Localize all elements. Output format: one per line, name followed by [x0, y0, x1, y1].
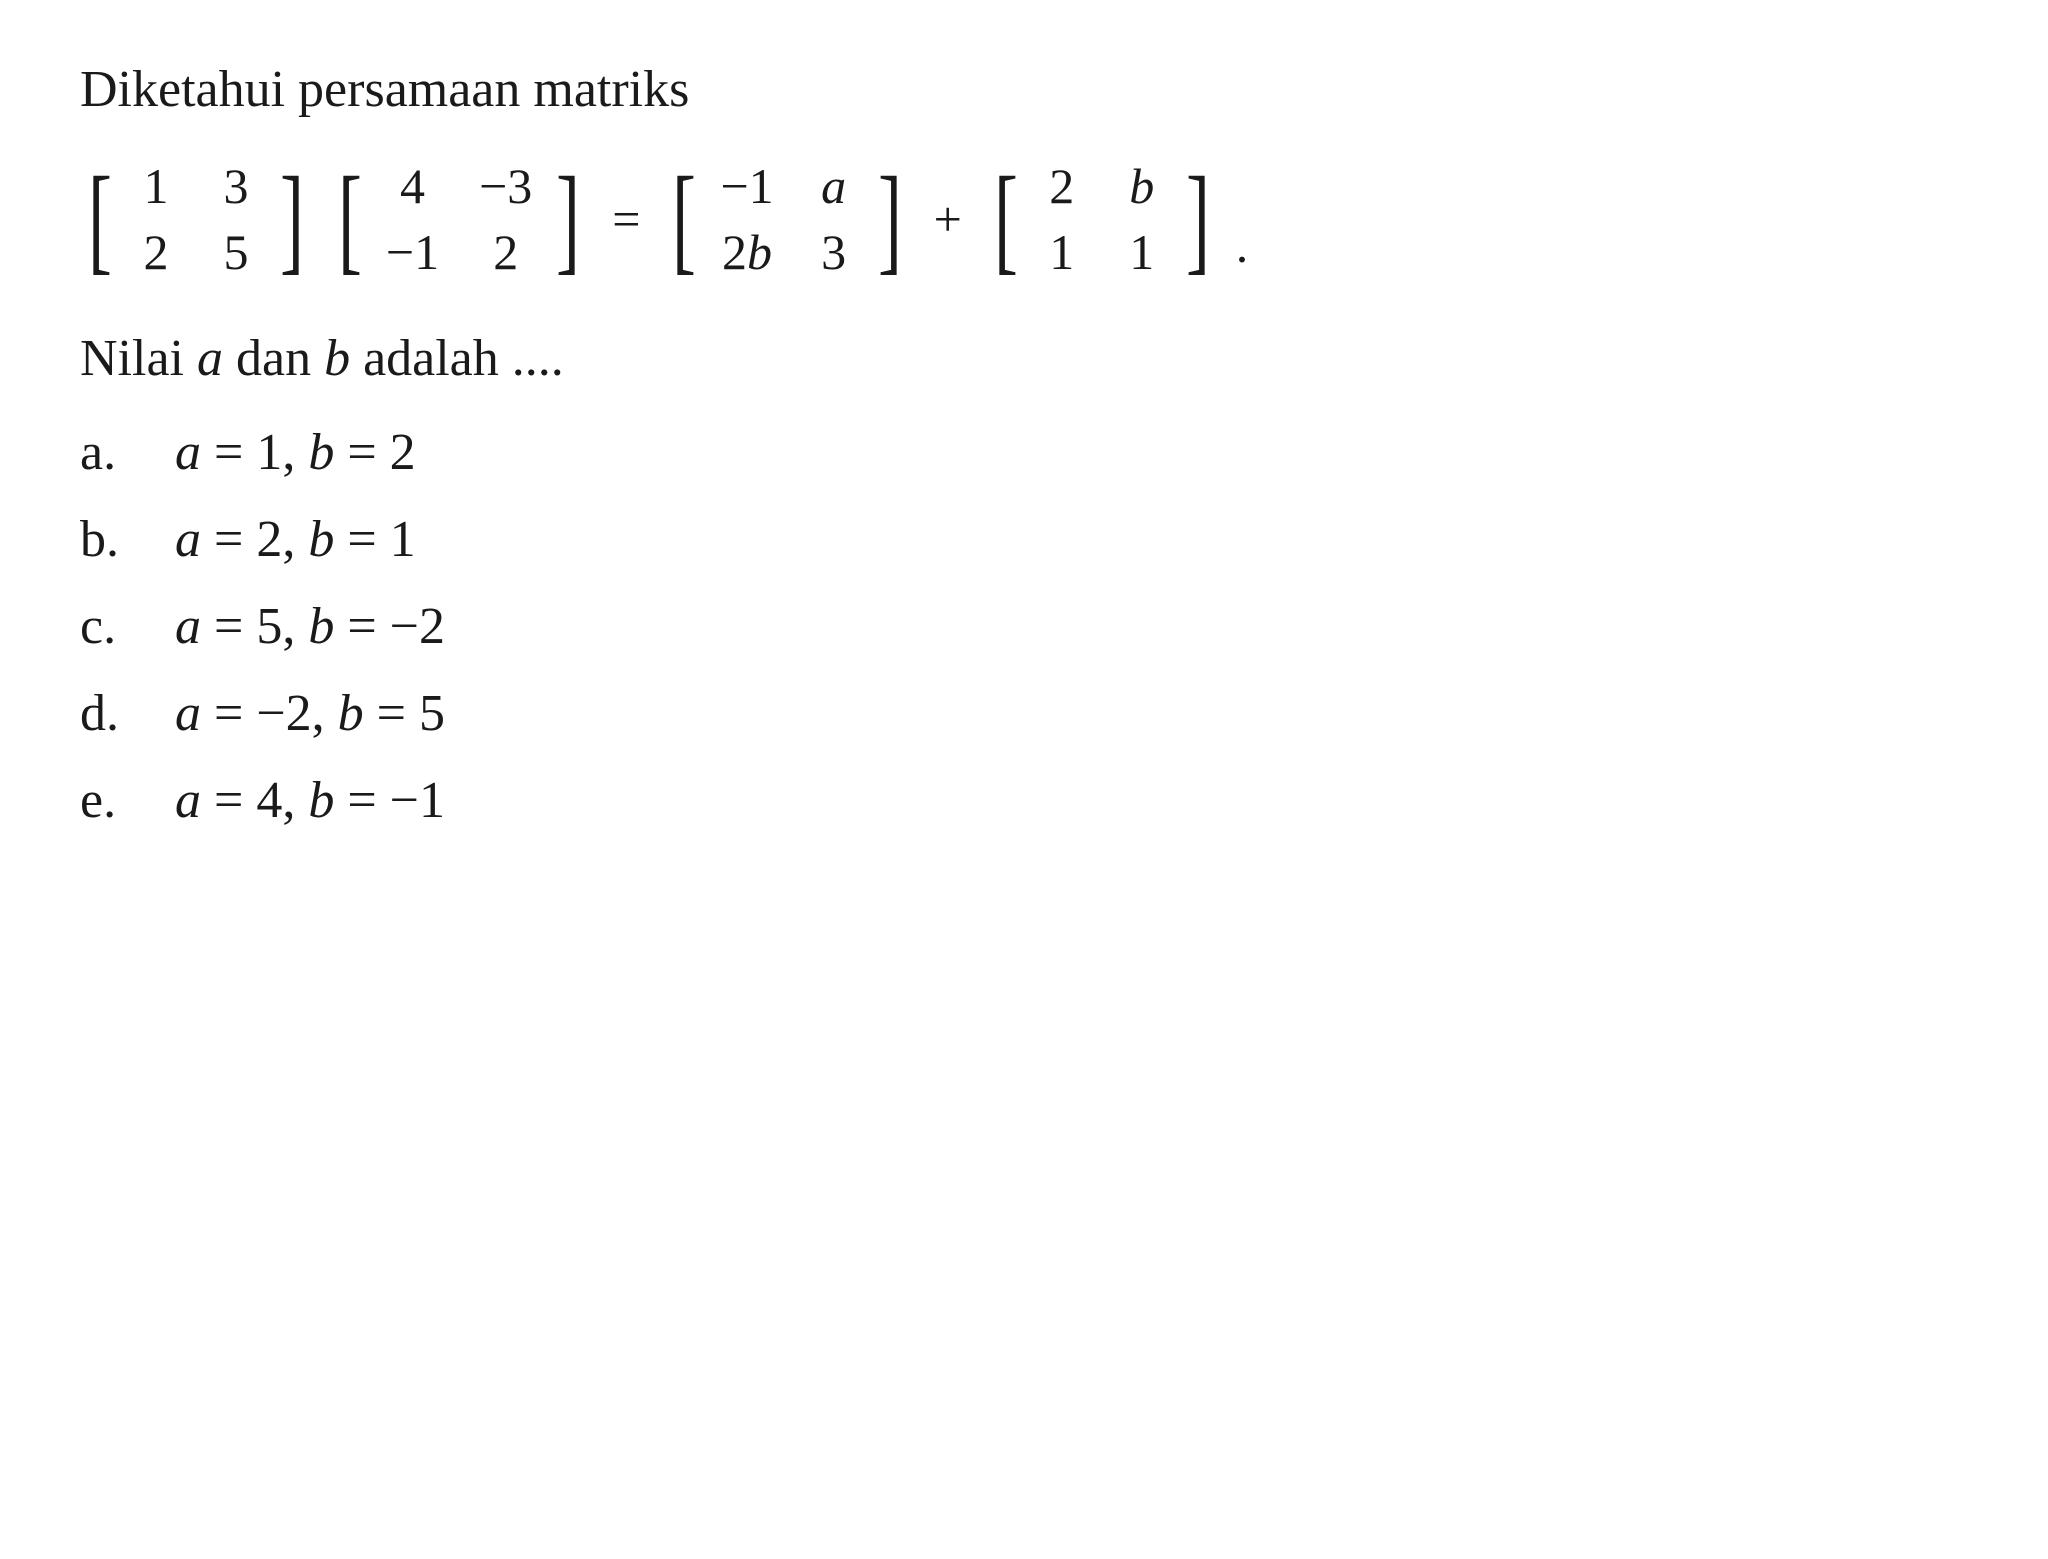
matrix-cell: 2b	[720, 223, 773, 281]
prompt-prefix: Nilai	[80, 330, 197, 387]
bracket-left-icon: [	[672, 168, 696, 270]
bracket-left-icon: [	[994, 168, 1018, 270]
matrix-4: [ 2 b 1 1 ]	[986, 149, 1218, 289]
matrix-cell: −1	[720, 157, 773, 215]
matrix-3-content: −1 a 2b 3	[704, 149, 869, 289]
matrix-equation: [ 1 3 2 5 ] [ 4 −3 −1 2 ] = [ −1 a 2b 3 …	[80, 149, 1968, 289]
bracket-right-icon: ]	[556, 168, 580, 270]
matrix-2: [ 4 −3 −1 2 ]	[330, 149, 588, 289]
bracket-left-icon: [	[88, 168, 112, 270]
prompt-text: Nilai a dan b adalah ....	[80, 329, 1968, 388]
matrix-cell: 4	[386, 157, 439, 215]
option-a[interactable]: a. a = 1, b = 2	[80, 423, 1968, 482]
question-text: Diketahui persamaan matriks	[80, 60, 1968, 119]
matrix-cell: 2	[136, 223, 176, 281]
option-letter: c.	[80, 597, 175, 656]
option-equation: a = 2, b = 1	[175, 510, 416, 569]
option-e[interactable]: e. a = 4, b = −1	[80, 771, 1968, 830]
matrix-1: [ 1 3 2 5 ]	[80, 149, 312, 289]
option-equation: a = −2, b = 5	[175, 684, 445, 743]
option-b[interactable]: b. a = 2, b = 1	[80, 510, 1968, 569]
bracket-right-icon: ]	[1186, 168, 1210, 270]
matrix-1-content: 1 3 2 5	[120, 149, 272, 289]
option-equation: a = 1, b = 2	[175, 423, 416, 482]
variable-b: b	[324, 330, 350, 387]
matrix-cell: 2	[479, 223, 532, 281]
bracket-right-icon: ]	[280, 168, 304, 270]
matrix-cell: 1	[136, 157, 176, 215]
bracket-right-icon: ]	[878, 168, 902, 270]
matrix-4-content: 2 b 1 1	[1026, 149, 1178, 289]
option-equation: a = 4, b = −1	[175, 771, 445, 830]
plus-operator: +	[928, 190, 968, 248]
matrix-cell: 1	[1122, 223, 1162, 281]
answer-options: a. a = 1, b = 2 b. a = 2, b = 1 c. a = 5…	[80, 423, 1968, 830]
matrix-cell: −1	[386, 223, 439, 281]
matrix-cell: 1	[1042, 223, 1082, 281]
option-letter: d.	[80, 684, 175, 743]
matrix-cell: 3	[216, 157, 256, 215]
option-letter: b.	[80, 510, 175, 569]
prompt-mid: dan	[223, 330, 324, 387]
bracket-left-icon: [	[338, 168, 362, 270]
matrix-cell: a	[814, 157, 854, 215]
matrix-cell: b	[1122, 157, 1162, 215]
period: .	[1236, 216, 1249, 274]
matrix-3: [ −1 a 2b 3 ]	[664, 149, 909, 289]
matrix-cell: 2	[1042, 157, 1082, 215]
variable-a: a	[197, 330, 223, 387]
option-letter: e.	[80, 771, 175, 830]
matrix-cell: −3	[479, 157, 532, 215]
option-d[interactable]: d. a = −2, b = 5	[80, 684, 1968, 743]
matrix-2-content: 4 −3 −1 2	[370, 149, 548, 289]
option-c[interactable]: c. a = 5, b = −2	[80, 597, 1968, 656]
equals-operator: =	[606, 190, 646, 248]
matrix-cell: 3	[814, 223, 854, 281]
prompt-suffix: adalah ....	[350, 330, 564, 387]
option-equation: a = 5, b = −2	[175, 597, 445, 656]
option-letter: a.	[80, 423, 175, 482]
matrix-cell: 5	[216, 223, 256, 281]
